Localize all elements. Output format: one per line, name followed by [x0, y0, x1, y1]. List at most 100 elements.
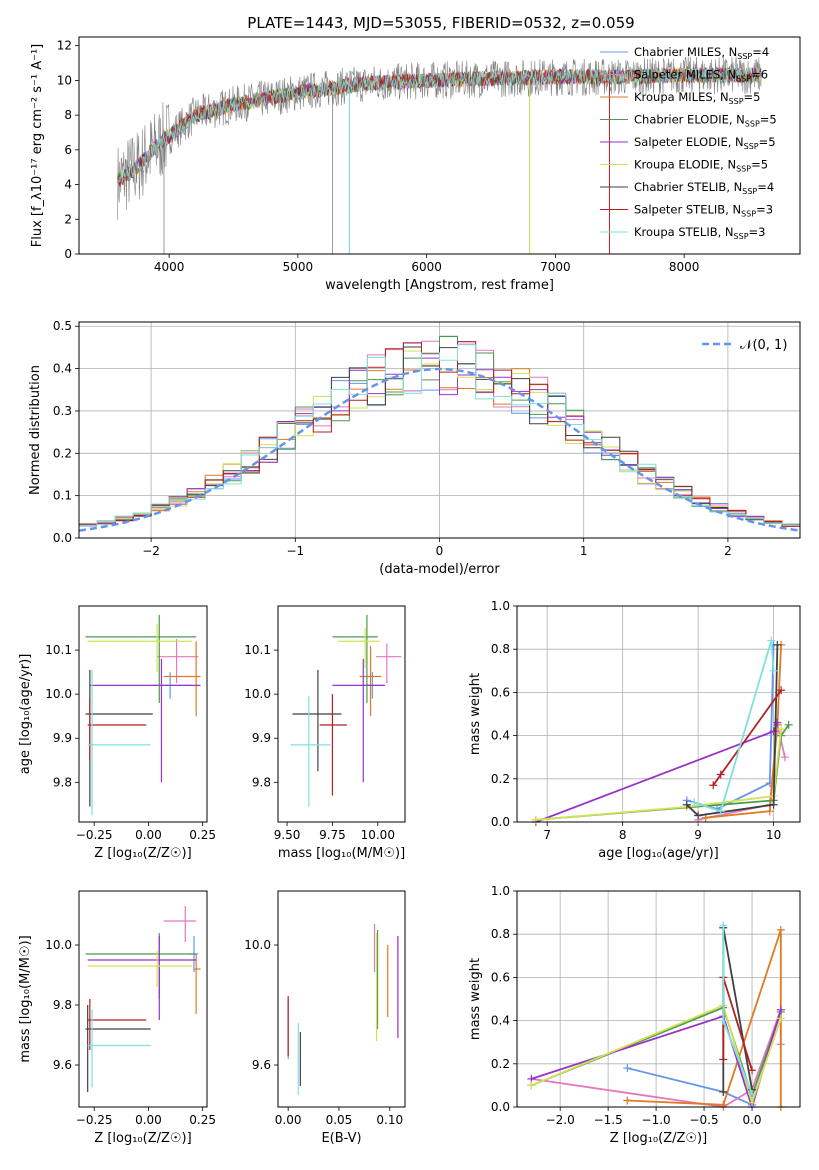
y-tick-label: 9.9 [53, 731, 72, 745]
x-tick-label: 2 [724, 544, 732, 558]
legend-label: Chabrier STELIB, NSSP=4 [634, 180, 774, 196]
weight-marker [776, 1014, 785, 1023]
y-tick-label: 9.6 [252, 1058, 271, 1072]
x-tick-label: 9 [694, 828, 702, 842]
legend-label: Kroupa STELIB, NSSP=3 [634, 225, 765, 241]
spectrum-panel: 4000 5000 6000 7000 8000 0 2 4 6 8 10 12 wavelength … [30, 36, 801, 293]
x-tick-label: 4000 [154, 260, 185, 274]
weight-marker [765, 807, 774, 816]
weight-marker [773, 640, 782, 649]
x-axis-label: wavelength [Angstrom, rest frame] [325, 278, 554, 293]
x-tick-label: 7 [543, 828, 551, 842]
axes-frame [277, 605, 406, 823]
weight-marker [719, 1100, 728, 1109]
legend-label: Chabrier ELODIE, NSSP=5 [634, 113, 777, 129]
weight-marker [682, 800, 691, 809]
weight-line [722, 927, 753, 1092]
x-axis-label: (data-model)/error [379, 562, 500, 577]
x-axis-label: Z [log₁₀(Z/Z☉)] [610, 1131, 707, 1146]
x-tick-label: −1.5 [594, 1113, 623, 1127]
y-tick-label: 0.2 [491, 1057, 510, 1071]
x-tick-label: 9.50 [274, 828, 301, 842]
weight-marker [748, 1090, 757, 1099]
y-tick-label: 8 [64, 108, 72, 122]
weight-marker [784, 720, 793, 729]
axes-frame [78, 321, 801, 539]
legend-label: Salpeter ELODIE, NSSP=5 [634, 135, 776, 151]
y-tick-label: 2 [64, 212, 72, 226]
weight-marker [748, 1098, 757, 1107]
x-tick-label: 1 [580, 544, 588, 558]
y-tick-label: 0.6 [491, 685, 510, 699]
axes-frame [78, 605, 208, 823]
y-tick-label: 0.5 [53, 319, 72, 333]
weight-marker [719, 1087, 728, 1096]
y-tick-label: 0.2 [491, 772, 510, 786]
y-tick-label: 1.0 [491, 884, 510, 898]
legend-label: Kroupa MILES, NSSP=5 [634, 90, 760, 106]
weight-marker [719, 921, 728, 930]
legend-label: Chabrier MILES, NSSP=4 [634, 45, 769, 61]
weight-marker [719, 1016, 728, 1025]
y-tick-label: 9.8 [53, 998, 72, 1012]
y-axis-label: mass [log₁₀(M/M☉)] [18, 935, 33, 1062]
weight-marker [694, 811, 703, 820]
weight-line [535, 722, 779, 823]
x-tick-label: −1.0 [642, 1113, 671, 1127]
age_vs_mass-panel: 9.50 9.75 10.00 9.8 9.9 10.0 10.1 mass [log₁₀(M… [244, 605, 406, 861]
x-tick-label: 0.25 [189, 828, 216, 842]
x-axis-label: mass [log₁₀(M/M☉)] [278, 846, 405, 861]
x-tick-label: −2 [142, 544, 160, 558]
weight-line [694, 640, 775, 813]
weight-marker [716, 770, 725, 779]
x-tick-label: 9.75 [319, 828, 346, 842]
y-tick-label: 9.8 [252, 775, 271, 789]
x-tick-label: 0.00 [135, 1113, 162, 1127]
weight-line [686, 644, 779, 817]
weight-marker [777, 686, 786, 695]
spectrum-lines [117, 56, 762, 254]
axes-frame [78, 890, 208, 1108]
y-axis-label: mass weight [468, 673, 483, 755]
axes-frame [78, 36, 801, 255]
x-tick-label: 0.00 [275, 1113, 302, 1127]
mass_vs_Z-panel: −0.25 0.00 0.25 9.6 9.8 10.0 Z [log₁₀(Z/Z☉)] ma… [18, 890, 216, 1146]
legend-label: Salpeter MILES, NSSP=6 [634, 68, 768, 84]
weight-marker [709, 781, 718, 790]
legend-label: 𝒩(0, 1) [740, 338, 787, 353]
y-tick-label: 0.0 [491, 815, 510, 829]
weight-marker [769, 727, 778, 736]
y-tick-label: 0.1 [53, 489, 72, 503]
y-tick-label: 0.0 [491, 1100, 510, 1114]
y-tick-label: 12 [57, 39, 72, 53]
axes-frame [516, 890, 801, 1108]
weight-marker [690, 798, 699, 807]
weight-line [686, 644, 775, 810]
legend-label: Salpeter STELIB, NSSP=3 [634, 203, 773, 219]
y-tick-label: 0.8 [491, 642, 510, 656]
y-tick-label: 0.0 [53, 531, 72, 545]
y-tick-label: 10.0 [45, 938, 72, 952]
x-tick-label: 0 [436, 544, 444, 558]
weight-marker [780, 753, 789, 762]
histogram-step [79, 344, 800, 526]
weight_vs_age-panel: 7 8 9 10 0.0 0.2 0.4 0.6 0.8 1.0 age [log₁₀(age/yr… [468, 599, 801, 861]
weight-marker [748, 1066, 757, 1075]
y-tick-label: 0.4 [491, 729, 510, 743]
x-tick-label: 10 [766, 828, 781, 842]
y-tick-label: 0.4 [53, 362, 72, 376]
y-tick-label: 4 [64, 178, 72, 192]
y-tick-label: 6 [64, 143, 72, 157]
weight-line [535, 728, 782, 821]
y-tick-label: 10.0 [244, 687, 271, 701]
y-axis-label: Flux [f_λ10⁻¹⁷ erg cm⁻² s⁻¹ A⁻¹] [30, 44, 45, 248]
weight-marker [623, 1096, 632, 1105]
x-tick-label: 7000 [540, 260, 571, 274]
x-axis-label: age [log₁₀(age/yr)] [598, 846, 719, 861]
weight-marker [623, 1064, 632, 1073]
weight-marker [769, 666, 778, 675]
weight-marker [769, 800, 778, 809]
weight-marker [776, 1005, 785, 1014]
weight-marker [719, 1055, 728, 1064]
weight-marker [767, 636, 776, 645]
